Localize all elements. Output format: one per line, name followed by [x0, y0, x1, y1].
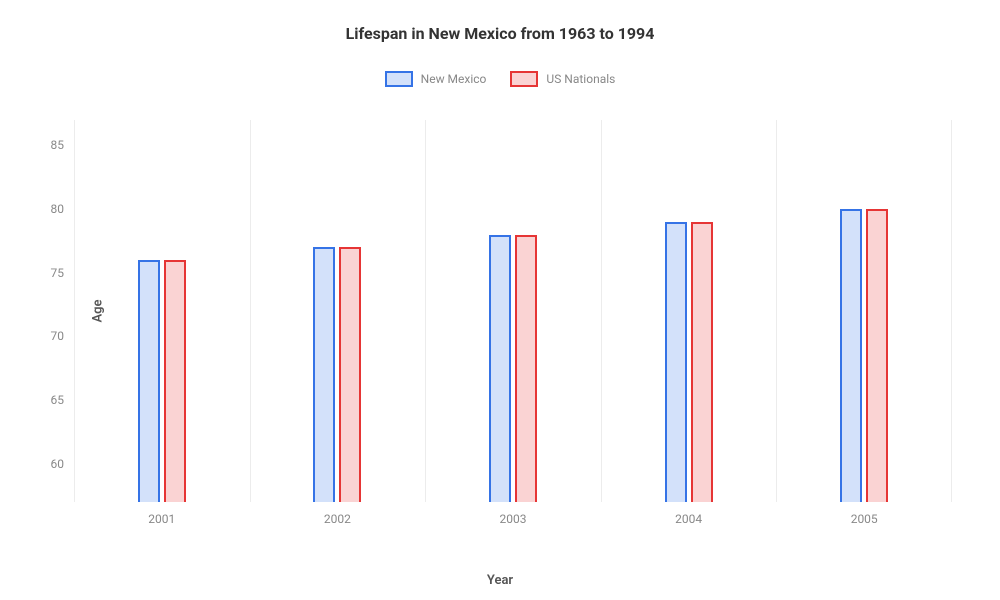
gridline — [425, 120, 426, 502]
x-tick-label: 2003 — [500, 512, 527, 526]
legend-item: New Mexico — [385, 71, 487, 87]
bar — [691, 222, 713, 502]
legend-label: US Nationals — [546, 72, 615, 86]
bar — [313, 247, 335, 502]
bar — [866, 209, 888, 502]
y-tick-label: 80 — [51, 202, 65, 216]
bar — [665, 222, 687, 502]
y-tick-label: 75 — [51, 266, 65, 280]
gridline — [601, 120, 602, 502]
y-tick-label: 70 — [51, 329, 65, 343]
x-tick-label: 2005 — [851, 512, 878, 526]
x-tick-label: 2002 — [324, 512, 351, 526]
legend-swatch — [385, 71, 413, 87]
legend-swatch — [510, 71, 538, 87]
plot-area: 60657075808520012002200320042005 Age — [74, 120, 952, 502]
chart-title: Lifespan in New Mexico from 1963 to 1994 — [0, 0, 1000, 43]
x-tick-label: 2004 — [675, 512, 702, 526]
gridline — [776, 120, 777, 502]
legend-item: US Nationals — [510, 71, 615, 87]
legend-label: New Mexico — [421, 72, 487, 86]
x-tick-label: 2001 — [148, 512, 175, 526]
legend: New Mexico US Nationals — [0, 71, 1000, 87]
plot: 60657075808520012002200320042005 — [74, 120, 952, 502]
bar — [489, 235, 511, 502]
bar — [515, 235, 537, 502]
bar — [164, 260, 186, 502]
gridline — [74, 120, 75, 502]
gridline — [951, 120, 952, 502]
y-tick-label: 60 — [51, 457, 65, 471]
bar — [339, 247, 361, 502]
gridline — [250, 120, 251, 502]
bar — [840, 209, 862, 502]
y-axis-title: Age — [91, 299, 106, 322]
bar — [138, 260, 160, 502]
y-tick-label: 65 — [51, 393, 65, 407]
y-tick-label: 85 — [51, 138, 65, 152]
x-axis-title: Year — [487, 573, 513, 588]
